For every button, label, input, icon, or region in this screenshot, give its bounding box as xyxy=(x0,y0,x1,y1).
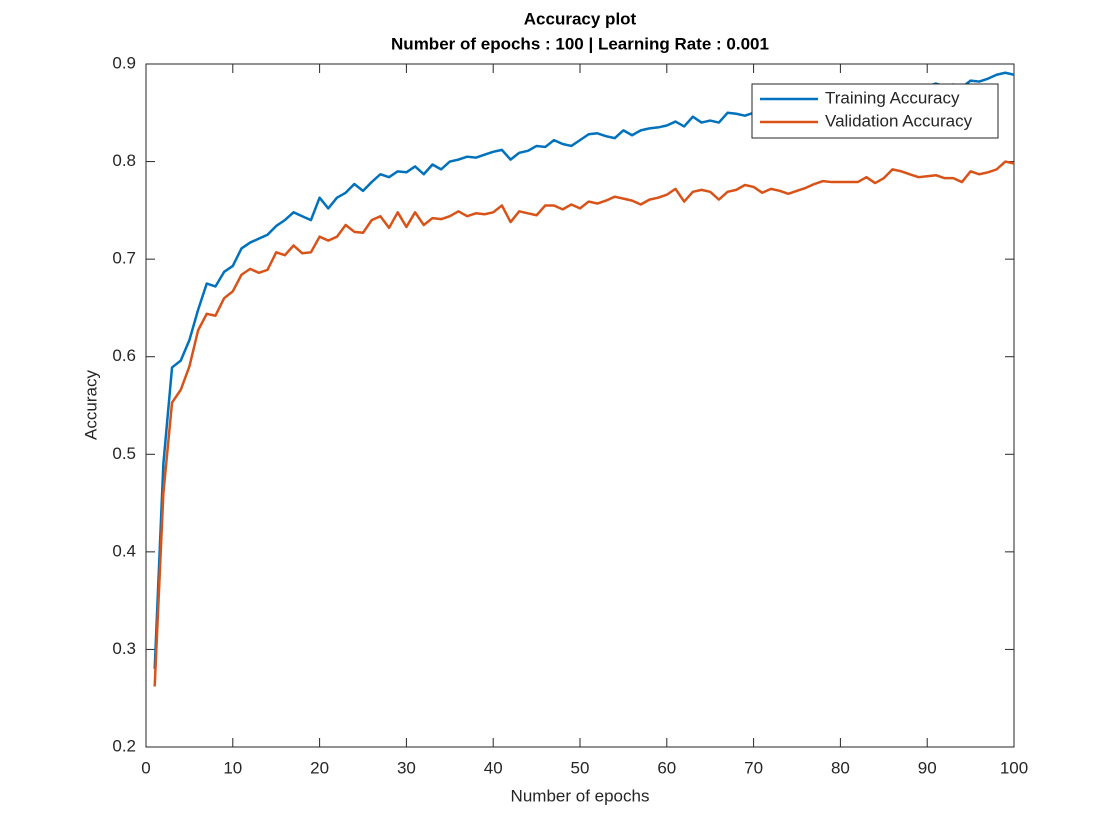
y-tick-label: 0.3 xyxy=(112,639,136,658)
x-tick-label: 70 xyxy=(744,758,763,777)
x-tick-label: 60 xyxy=(657,758,676,777)
legend-label: Validation Accuracy xyxy=(825,111,973,130)
y-tick-label: 0.2 xyxy=(112,736,136,755)
x-tick-label: 0 xyxy=(141,758,150,777)
plot-area xyxy=(145,63,1015,748)
chart-subtitle: Number of epochs : 100 | Learning Rate :… xyxy=(391,34,769,53)
y-axis-label: Accuracy xyxy=(81,370,100,440)
legend-label: Training Accuracy xyxy=(825,88,960,107)
chart-title: Accuracy plot xyxy=(524,9,637,28)
x-tick-label: 80 xyxy=(831,758,850,777)
x-tick-label: 10 xyxy=(223,758,242,777)
x-tick-label: 20 xyxy=(310,758,329,777)
y-tick-label: 0.6 xyxy=(112,346,136,365)
y-tick-label: 0.9 xyxy=(112,53,136,72)
x-axis-label: Number of epochs xyxy=(511,786,650,805)
x-tick-label: 90 xyxy=(918,758,937,777)
y-tick-label: 0.4 xyxy=(112,541,136,560)
x-tick-label: 30 xyxy=(397,758,416,777)
x-tick-label: 50 xyxy=(571,758,590,777)
data-line xyxy=(153,160,1015,687)
y-tick-label: 0.5 xyxy=(112,444,136,463)
legend-box xyxy=(751,83,999,139)
y-tick-label: 0.8 xyxy=(112,151,136,170)
y-tick-label: 0.7 xyxy=(112,249,136,268)
x-tick-label: 40 xyxy=(484,758,503,777)
x-tick-label: 100 xyxy=(1000,758,1028,777)
